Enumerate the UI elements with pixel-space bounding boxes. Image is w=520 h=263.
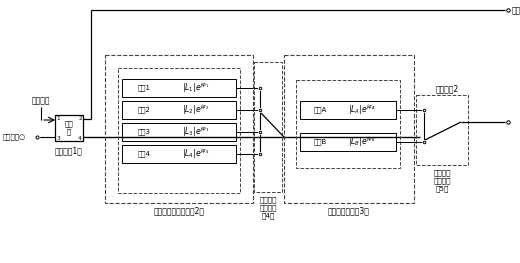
Text: 单刀双掷
微波开关
（5）: 单刀双掷 微波开关 （5） <box>433 170 451 193</box>
Bar <box>122 145 236 163</box>
Text: 3: 3 <box>56 135 60 140</box>
Bar <box>300 101 396 119</box>
Text: 插入器件模块（3）: 插入器件模块（3） <box>328 206 370 215</box>
Text: 4: 4 <box>78 135 82 140</box>
Bar <box>416 95 468 165</box>
Text: $|L_{3}|e^{j\varphi_{3}}$: $|L_{3}|e^{j\varphi_{3}}$ <box>183 125 210 139</box>
Text: 状态3: 状态3 <box>137 129 150 135</box>
Text: 相位功率切换模块（2）: 相位功率切换模块（2） <box>153 206 204 215</box>
Text: $|L_{2}|e^{j\varphi_{2}}$: $|L_{2}|e^{j\varphi_{2}}$ <box>183 103 210 117</box>
Text: 单刀四掷
微波方关
（4）: 单刀四掷 微波方关 （4） <box>259 196 277 219</box>
Text: $|L_{1}|e^{j\varphi_{1}}$: $|L_{1}|e^{j\varphi_{1}}$ <box>183 81 210 95</box>
Bar <box>300 133 396 151</box>
Text: 状态B: 状态B <box>314 139 327 145</box>
Text: 状态4: 状态4 <box>138 151 150 157</box>
Text: 状态1: 状态1 <box>137 85 150 91</box>
Text: $|L_{A}|e^{j\varphi_{A}}$: $|L_{A}|e^{j\varphi_{A}}$ <box>348 103 376 117</box>
Text: 输出端口2: 输出端口2 <box>435 84 459 94</box>
Bar <box>122 101 236 119</box>
Text: 耦合: 耦合 <box>64 121 73 127</box>
Text: 2: 2 <box>78 115 82 120</box>
Text: 输出端口1: 输出端口1 <box>512 6 520 14</box>
Text: 耦合器（1）: 耦合器（1） <box>55 146 83 155</box>
Text: 1: 1 <box>56 115 60 120</box>
Text: $|L_{B}|e^{j\varphi_{B}}$: $|L_{B}|e^{j\varphi_{B}}$ <box>348 135 376 149</box>
Bar <box>105 55 253 203</box>
Bar <box>118 68 240 193</box>
Bar <box>55 115 83 141</box>
Bar <box>122 123 236 141</box>
Bar <box>284 55 414 203</box>
Text: 输入端口○: 输入端口○ <box>3 134 26 140</box>
Bar <box>254 62 282 192</box>
Bar <box>122 79 236 97</box>
Text: 器: 器 <box>67 129 71 135</box>
Text: $|L_{4}|e^{j\varphi_{4}}$: $|L_{4}|e^{j\varphi_{4}}$ <box>183 147 210 161</box>
Bar <box>296 80 400 168</box>
Text: 状态2: 状态2 <box>138 107 150 113</box>
Text: 无源负载: 无源负载 <box>32 97 50 105</box>
Text: 状态A: 状态A <box>314 107 327 113</box>
